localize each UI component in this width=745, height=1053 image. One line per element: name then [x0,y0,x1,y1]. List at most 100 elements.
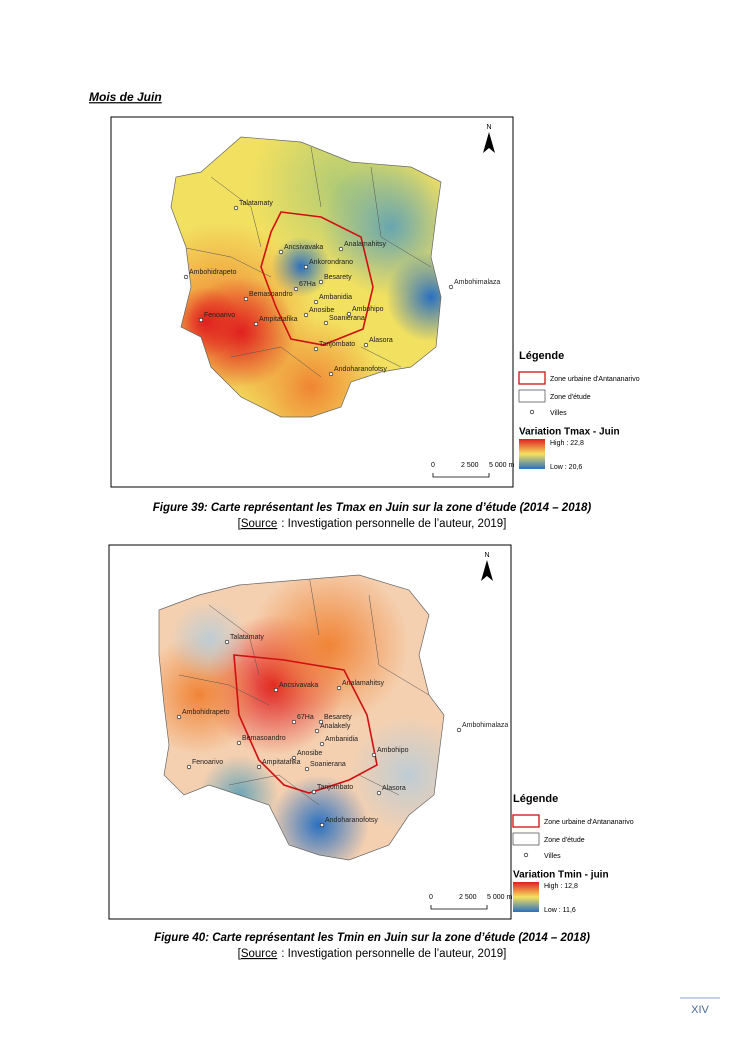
map-figure: Talatamaty Ancsivavaka Analamahitsy Ankoron… [110,116,514,488]
city-marker [291,755,297,761]
map-surface [171,137,441,417]
city-marker [304,766,310,772]
city-label: Bemasoandro [249,291,293,298]
city-label: Alasora [369,337,393,344]
legend-ramp [513,882,539,912]
source-text: : Investigation personnelle de l’auteur,… [281,518,506,530]
city-label: Besarety [324,714,352,721]
legend-ramp-title: Variation Tmax - Juin [519,427,620,438]
city-marker [291,719,297,725]
legend-item: Zone d'étude [550,394,591,401]
legend-low: Low : 20,6 [550,464,582,471]
city-marker [243,296,249,302]
city-marker [236,740,242,746]
city-marker [313,299,319,305]
city-marker [224,639,230,645]
city-marker [293,286,299,292]
city-label: Analakely [320,723,351,730]
temperature-blob [249,575,409,725]
city-label: Andoharanofotsy [325,817,378,824]
scale-bar [432,473,490,478]
scale-label: 2 500 [461,462,479,469]
city-label: Ambohimalaza [462,722,508,729]
urban-zone [260,211,374,346]
study-zone-outline [158,574,445,861]
legend-high: High : 12,8 [544,883,578,890]
city-label: Fenoarivo [204,312,235,319]
city-marker [311,789,317,795]
district-boundary [358,774,400,796]
city-label: Ambanidia [325,736,358,743]
city-marker [273,687,279,693]
north-arrow [481,560,493,581]
map-figure: Talatamaty Ancsivavaka Analamahitsy Ambohid… [108,544,512,920]
city-label: Ancsivavaka [284,244,323,251]
legend-item: Villes [550,410,567,417]
district-boundary [360,346,402,368]
city-marker [456,727,462,733]
city-marker [371,752,377,758]
figure-source: [Source: Investigation personnelle de l’… [238,948,507,960]
north-label: N [484,552,489,559]
district-boundary [208,604,260,676]
legend-low: Low : 11,6 [544,907,576,914]
scale-label: 0 [431,462,435,469]
city-marker [303,312,309,318]
source-label: Source [241,948,277,960]
scale-bar [430,905,488,910]
city-label: 67Ha [299,281,316,288]
city-marker [278,249,284,255]
city-label: Ambohipo [377,747,409,754]
city-marker [256,764,262,770]
legend-urban-swatch [518,371,546,385]
legend-city-marker [529,409,535,415]
city-marker [338,246,344,252]
city-marker [314,728,320,734]
north-label: N [486,124,491,131]
section-title: Mois de Juin [89,90,162,104]
city-label: Ambanidia [319,294,352,301]
legend-title: Légende [513,793,558,805]
city-marker [328,371,334,377]
source-label: Source [241,518,277,530]
city-marker [346,311,352,317]
city-marker [363,342,369,348]
district-boundary [210,176,262,248]
study-zone-outline [170,136,442,418]
source-bracket: [ [238,518,242,530]
legend-item: Villes [544,853,561,860]
scale-label: 2 500 [459,894,477,901]
city-label: Besarety [324,274,352,281]
district-boundary [228,774,320,806]
city-label: Tanjombato [317,784,353,791]
district-boundary [310,146,322,208]
city-label: Bemasoandro [242,735,286,742]
city-marker [233,205,239,211]
city-label: Ambohimalaza [454,279,500,286]
city-label: Soanierana [329,315,365,322]
city-label: Talatamaty [230,634,264,641]
city-label: Anosibe [309,307,334,314]
legend-urban-swatch [512,814,540,828]
city-marker [176,714,182,720]
city-marker [448,284,454,290]
scale-label: 5 000 m [487,894,512,901]
urban-zone [233,654,378,794]
district-boundary [180,246,272,278]
scale-label: 5 000 m [489,462,514,469]
city-label: Andoharanofotsy [334,366,387,373]
legend-title: Légende [519,350,564,362]
city-marker [198,317,204,323]
city-label: Analamahitsy [342,680,385,687]
temperature-blob [386,252,441,342]
city-label: Ancsivavaka [279,682,318,689]
city-marker [318,279,324,285]
district-boundary [230,346,322,378]
city-marker [336,685,342,691]
district-boundary [370,166,432,268]
city-marker [183,274,189,280]
city-marker [186,764,192,770]
district-boundary [308,575,320,636]
city-label: Ampitatafika [262,759,301,766]
